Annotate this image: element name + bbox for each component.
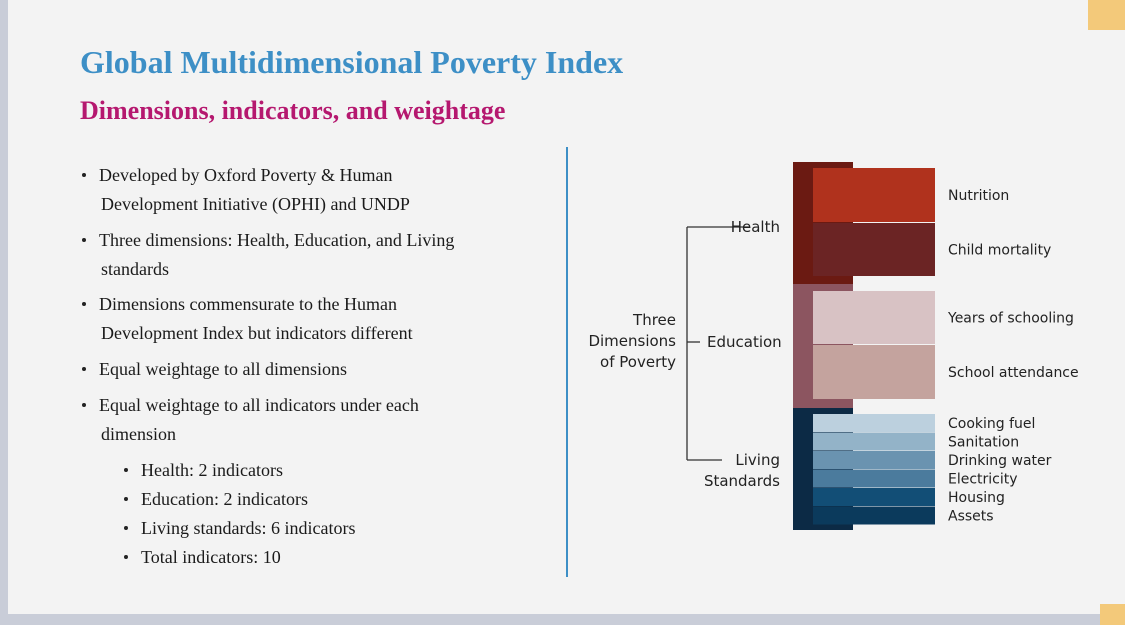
dimension-label: Standards <box>704 472 780 490</box>
bullet-dot <box>82 238 86 242</box>
indicator-bar <box>813 432 935 451</box>
bullet-dot <box>82 403 86 407</box>
title: Global Multidimensional Poverty Index <box>80 44 623 80</box>
bullet-text: Equal weightage to all indicators under … <box>99 395 419 415</box>
root-label: Dimensions <box>588 332 676 350</box>
bullet-text: Development Index but indicators differe… <box>101 323 413 343</box>
subtitle: Dimensions, indicators, and weightage <box>80 96 505 125</box>
bullet-dot <box>124 468 128 472</box>
bullet-text: dimension <box>101 424 176 444</box>
indicator-label: Drinking water <box>948 453 1052 469</box>
indicator-label: Electricity <box>948 472 1018 488</box>
bullet-dot <box>124 555 128 559</box>
bullet-dot <box>82 367 86 371</box>
indicator-label: Cooking fuel <box>948 416 1035 432</box>
sub-bullet-text: Health: 2 indicators <box>141 460 283 480</box>
corner-accent <box>1100 604 1125 625</box>
bullet-text: Three dimensions: Health, Education, and… <box>99 230 454 250</box>
bullet-text: Equal weightage to all dimensions <box>99 359 347 379</box>
root-label: of Poverty <box>600 353 676 371</box>
dimension-label: Living <box>735 451 780 469</box>
sub-bullet-text: Living standards: 6 indicators <box>141 518 355 538</box>
indicator-bar <box>813 414 935 432</box>
indicator-label: Housing <box>948 490 1005 506</box>
left-edge <box>0 0 8 625</box>
corner-accent <box>1088 0 1125 30</box>
bullet-dot <box>124 497 128 501</box>
bullet-text: Developed by Oxford Poverty & Human <box>99 165 392 185</box>
root-label: Three <box>632 311 676 329</box>
indicator-bar <box>813 345 935 399</box>
dimension-label: Health <box>731 218 780 236</box>
indicator-label: School attendance <box>948 365 1079 381</box>
sub-bullet-text: Education: 2 indicators <box>141 489 308 509</box>
indicator-bar <box>813 506 935 525</box>
indicator-label: Child mortality <box>948 243 1051 259</box>
bullet-text: Development Initiative (OPHI) and UNDP <box>101 194 410 215</box>
bottom-edge <box>0 614 1125 625</box>
indicator-bar <box>813 223 935 276</box>
sub-bullet-text: Total indicators: 10 <box>141 547 281 567</box>
dimension-label: Education <box>707 333 782 351</box>
indicator-bar <box>813 488 935 506</box>
indicator-bar <box>813 451 935 469</box>
indicator-bar <box>813 469 935 488</box>
indicator-bar <box>813 168 935 222</box>
indicator-bar <box>813 291 935 344</box>
indicator-label: Sanitation <box>948 435 1019 451</box>
bullet-text: standards <box>101 259 169 279</box>
indicator-label: Years of schooling <box>947 311 1074 327</box>
bullet-dot <box>124 526 128 530</box>
indicator-label: Nutrition <box>948 188 1009 204</box>
bullet-text: Dimensions commensurate to the Human <box>99 294 397 314</box>
bullet-dot <box>82 173 86 177</box>
indicator-label: Assets <box>948 509 994 525</box>
bullet-dot <box>82 302 86 306</box>
